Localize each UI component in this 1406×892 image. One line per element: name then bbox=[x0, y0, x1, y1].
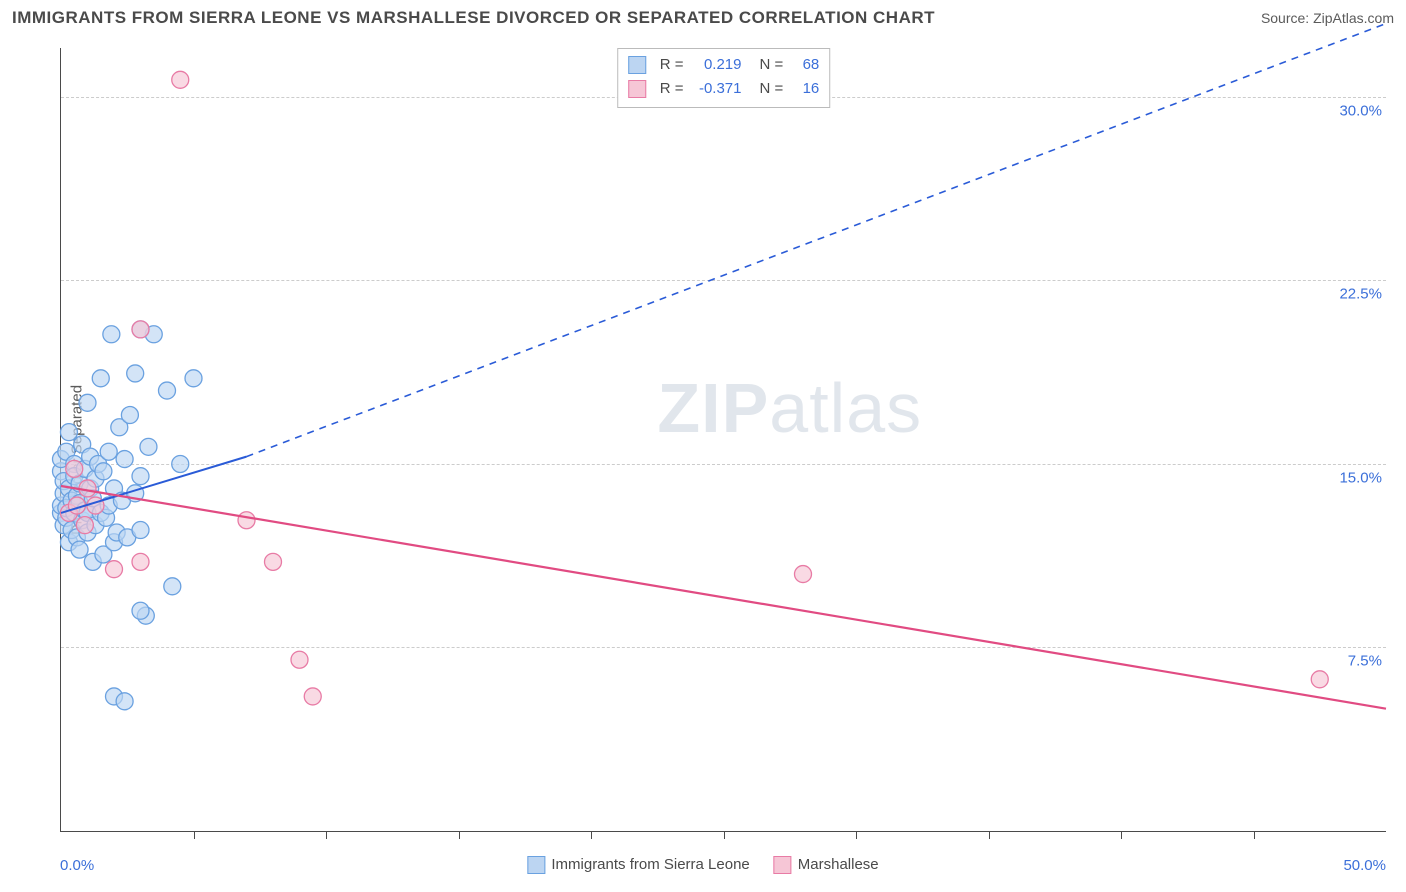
plot-area: ZIPatlas R =0.219N =68R =-0.371N =16 7.5… bbox=[60, 48, 1386, 832]
regression-line bbox=[61, 486, 1386, 709]
data-point bbox=[132, 602, 149, 619]
data-point bbox=[71, 541, 88, 558]
data-point bbox=[121, 407, 138, 424]
plot-svg bbox=[61, 48, 1386, 831]
stats-legend: R = 0.219 N = 68 R = -0.371 N = 16 bbox=[617, 48, 831, 108]
data-point bbox=[106, 561, 123, 578]
data-point bbox=[100, 443, 117, 460]
legend-label: Marshallese bbox=[798, 856, 879, 873]
chart-title: IMMIGRANTS FROM SIERRA LEONE VS MARSHALL… bbox=[12, 8, 935, 28]
data-point bbox=[304, 688, 321, 705]
data-point bbox=[116, 451, 133, 468]
data-point bbox=[76, 517, 93, 534]
legend-swatch bbox=[628, 80, 646, 98]
x-tick bbox=[591, 831, 592, 839]
data-point bbox=[291, 651, 308, 668]
x-tick bbox=[856, 831, 857, 839]
data-point bbox=[185, 370, 202, 387]
x-axis-max-label: 50.0% bbox=[1343, 857, 1386, 874]
data-point bbox=[60, 424, 77, 441]
x-tick bbox=[989, 831, 990, 839]
data-point bbox=[95, 463, 112, 480]
legend-item: Immigrants from Sierra Leone bbox=[527, 856, 749, 874]
data-point bbox=[140, 438, 157, 455]
data-point bbox=[103, 326, 120, 343]
legend-swatch bbox=[527, 856, 545, 874]
data-point bbox=[127, 365, 144, 382]
data-point bbox=[265, 553, 282, 570]
data-point bbox=[92, 370, 109, 387]
legend-label: Immigrants from Sierra Leone bbox=[551, 856, 749, 873]
legend-swatch bbox=[774, 856, 792, 874]
legend-item: Marshallese bbox=[774, 856, 879, 874]
x-tick bbox=[1121, 831, 1122, 839]
stats-n-value: 68 bbox=[791, 53, 819, 77]
data-point bbox=[132, 553, 149, 570]
x-tick bbox=[724, 831, 725, 839]
data-point bbox=[238, 512, 255, 529]
stats-r-label: R = bbox=[660, 77, 684, 101]
data-point bbox=[159, 382, 176, 399]
data-point bbox=[132, 468, 149, 485]
data-point bbox=[795, 566, 812, 583]
chart-container: Divorced or Separated ZIPatlas R =0.219N… bbox=[12, 40, 1394, 880]
x-tick bbox=[194, 831, 195, 839]
stats-r-label: R = bbox=[660, 53, 684, 77]
data-point bbox=[66, 460, 83, 477]
source-attribution: Source: ZipAtlas.com bbox=[1261, 10, 1394, 26]
x-tick bbox=[326, 831, 327, 839]
data-point bbox=[132, 522, 149, 539]
stats-r-value: 0.219 bbox=[692, 53, 742, 77]
stats-row: R = 0.219 N = 68 bbox=[628, 53, 820, 77]
stats-n-value: 16 bbox=[791, 77, 819, 101]
stats-r-value: -0.371 bbox=[692, 77, 742, 101]
data-point bbox=[172, 71, 189, 88]
x-tick bbox=[459, 831, 460, 839]
stats-n-label: N = bbox=[760, 77, 784, 101]
bottom-legend: Immigrants from Sierra Leone Marshallese bbox=[527, 856, 878, 874]
x-axis-min-label: 0.0% bbox=[60, 857, 94, 874]
data-point bbox=[116, 693, 133, 710]
data-point bbox=[79, 394, 96, 411]
data-point bbox=[1311, 671, 1328, 688]
data-point bbox=[132, 321, 149, 338]
stats-n-label: N = bbox=[760, 53, 784, 77]
data-point bbox=[164, 578, 181, 595]
stats-row: R = -0.371 N = 16 bbox=[628, 77, 820, 101]
legend-swatch bbox=[628, 56, 646, 74]
x-tick bbox=[1254, 831, 1255, 839]
data-point bbox=[172, 455, 189, 472]
